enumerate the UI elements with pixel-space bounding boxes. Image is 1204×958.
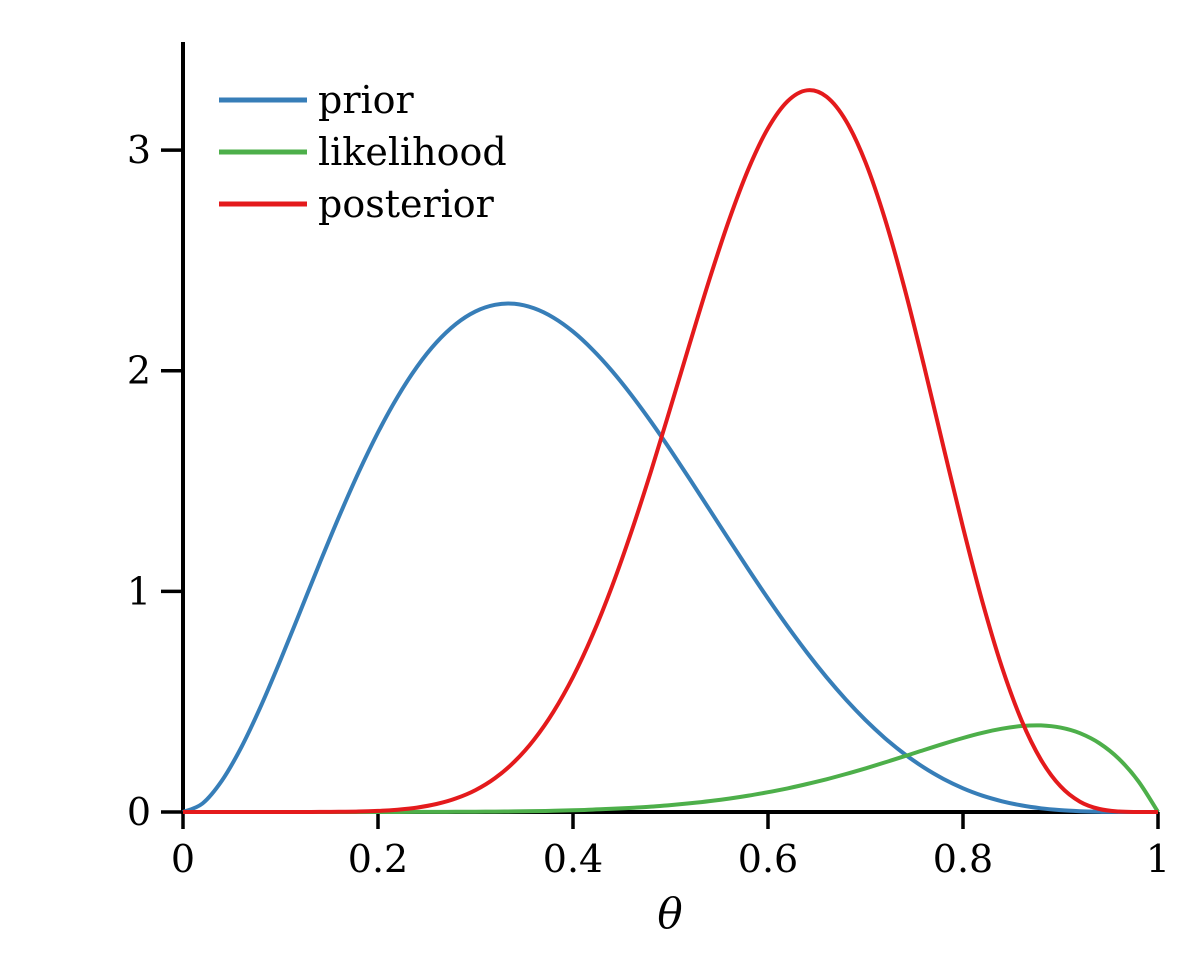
x-axis-label: θ — [657, 889, 682, 938]
y-tick-label: 2 — [127, 349, 151, 393]
x-tick-label: 1 — [1146, 837, 1170, 881]
y-tick-label: 3 — [127, 128, 151, 172]
curve-posterior — [183, 88, 1158, 814]
legend-entry-likelihood: likelihood — [219, 130, 507, 174]
legend-label-likelihood: likelihood — [318, 130, 507, 174]
legend-entry-posterior: posterior — [219, 182, 495, 226]
curve-likelihood — [183, 723, 1160, 814]
curves — [182, 88, 1160, 814]
x-tick-label: 0 — [171, 837, 195, 881]
x-tick-label: 0.4 — [543, 837, 603, 881]
x-tick-label: 0.2 — [348, 837, 408, 881]
x-tick-label: 0.8 — [933, 837, 993, 881]
legend: prior likelihood posterior — [219, 78, 507, 226]
y-tick-label: 1 — [127, 569, 151, 613]
curve-prior — [182, 301, 1158, 814]
legend-label-prior: prior — [318, 78, 415, 122]
legend-label-posterior: posterior — [318, 182, 495, 226]
y-tick-label: 0 — [127, 790, 151, 834]
x-tick-label: 0.6 — [738, 837, 798, 881]
legend-entry-prior: prior — [219, 78, 415, 122]
tick-labels: 0 1 2 3 0 0.2 0.4 0.6 0.8 1 — [127, 128, 1170, 881]
